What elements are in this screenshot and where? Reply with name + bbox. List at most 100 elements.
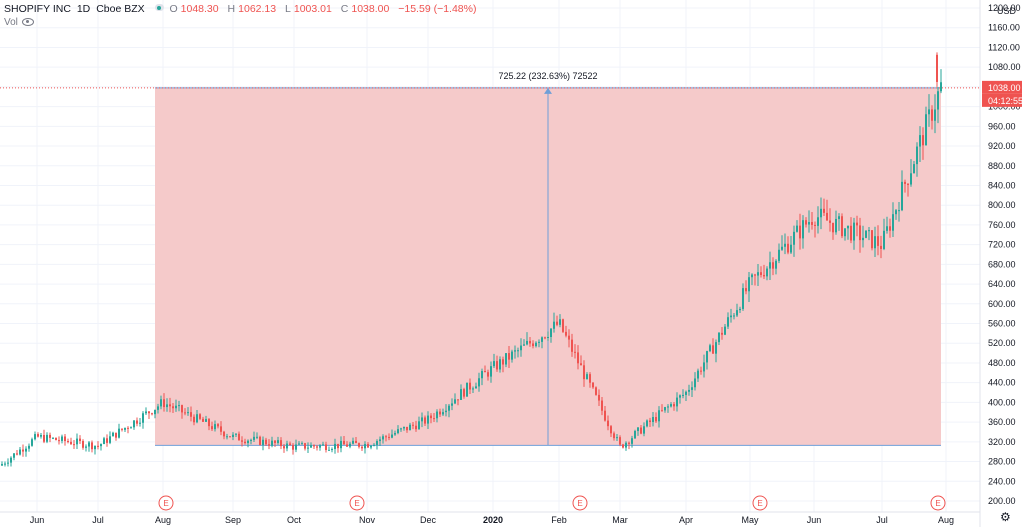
earnings-marker-label: E [757,499,762,508]
candle-body [733,315,735,317]
earnings-marker-label: E [163,499,168,508]
candle-body [34,434,36,440]
candle-body [103,438,105,445]
candle-body [331,449,333,451]
candle-body [448,405,450,411]
candle-body [433,418,435,420]
candle-body [484,371,486,373]
candle-body [661,410,663,412]
candle-body [772,262,774,269]
candle-body [196,414,198,423]
candle-body [430,415,432,419]
candle-body [934,109,936,121]
y-tick-label: 720.00 [988,240,1016,250]
candle-body [523,344,525,346]
symbol-header: SHOPIFY INC 1D Cboe BZX O 1048.30 H 1062.1… [4,3,482,15]
candle-body [163,399,165,408]
candle-body [505,353,507,365]
earnings-marker [349,495,365,511]
candle-body [487,372,489,377]
candle-body [280,440,282,447]
candle-body [112,432,114,437]
candle-body [91,442,93,450]
candle-body [343,440,345,445]
candle-body [778,249,780,261]
candle-body [709,345,711,352]
candle-body [22,449,24,452]
candle-body [811,222,813,225]
volume-legend: Vol [4,17,34,28]
candle-body [853,222,855,241]
candle-body [790,244,792,253]
candle-body [187,412,189,414]
candle-body [274,440,276,443]
y-tick-label: 960.00 [988,121,1016,131]
candle-body [628,442,630,444]
candle-body [394,433,396,435]
measure-label: 725.22 (232.63%) 72522 [498,71,597,81]
x-tick-label: Jun [807,515,822,525]
candle-body [373,444,375,446]
candle-body [25,448,27,452]
candle-body [31,439,33,446]
candle-body [730,315,732,318]
candle-body [940,82,942,92]
candle-body [454,399,456,404]
candle-body [214,424,216,430]
candle-body [514,350,516,352]
candle-body [265,439,267,445]
low-label: L [285,3,291,15]
candle-body [55,437,57,441]
candle-body [613,433,615,439]
candle-body [184,412,186,414]
candle-body [742,288,744,309]
candle-body [334,443,336,450]
candle-body [937,91,939,110]
candle-body [211,426,213,430]
candle-body [355,440,357,444]
candle-body [13,453,15,458]
symbol-name[interactable]: SHOPIFY INC [4,3,71,15]
candle-body [61,436,63,441]
candle-body [10,457,12,463]
y-tick-label: 240.00 [988,476,1016,486]
y-tick-label: 400.00 [988,397,1016,407]
candle-body [592,382,594,388]
candle-body [751,274,753,278]
candle-body [910,173,912,185]
candle-body [403,426,405,429]
candle-body [100,444,102,447]
candle-body [829,220,831,223]
candle-body [571,339,573,352]
y-tick-label: 440.00 [988,378,1016,388]
candle-body [874,236,876,249]
candle-body [148,411,150,414]
candle-body [253,436,255,440]
candle-body [424,417,426,424]
eye-icon[interactable] [21,18,34,26]
candle-body [415,425,417,430]
candle-body [376,441,378,445]
candle-body [28,445,30,449]
candle-body [52,437,54,439]
interval-label[interactable]: 1D [76,3,91,15]
candle-body [82,440,84,448]
candle-body [94,445,96,450]
currency-label[interactable]: USD [996,6,1016,16]
candle-body [451,403,453,406]
candle-body [640,427,642,434]
gear-icon[interactable]: ⚙ [1000,510,1011,524]
y-tick-label: 880.00 [988,161,1016,171]
candle-body [1,464,3,466]
candle-body [727,317,729,327]
candle-body [676,397,678,407]
candle-body [457,399,459,401]
candle-body [838,216,840,219]
y-tick-label: 200.00 [988,496,1016,506]
candle-body [766,268,768,277]
candle-body [625,442,627,448]
candle-body [397,429,399,434]
candle-body [664,407,666,411]
